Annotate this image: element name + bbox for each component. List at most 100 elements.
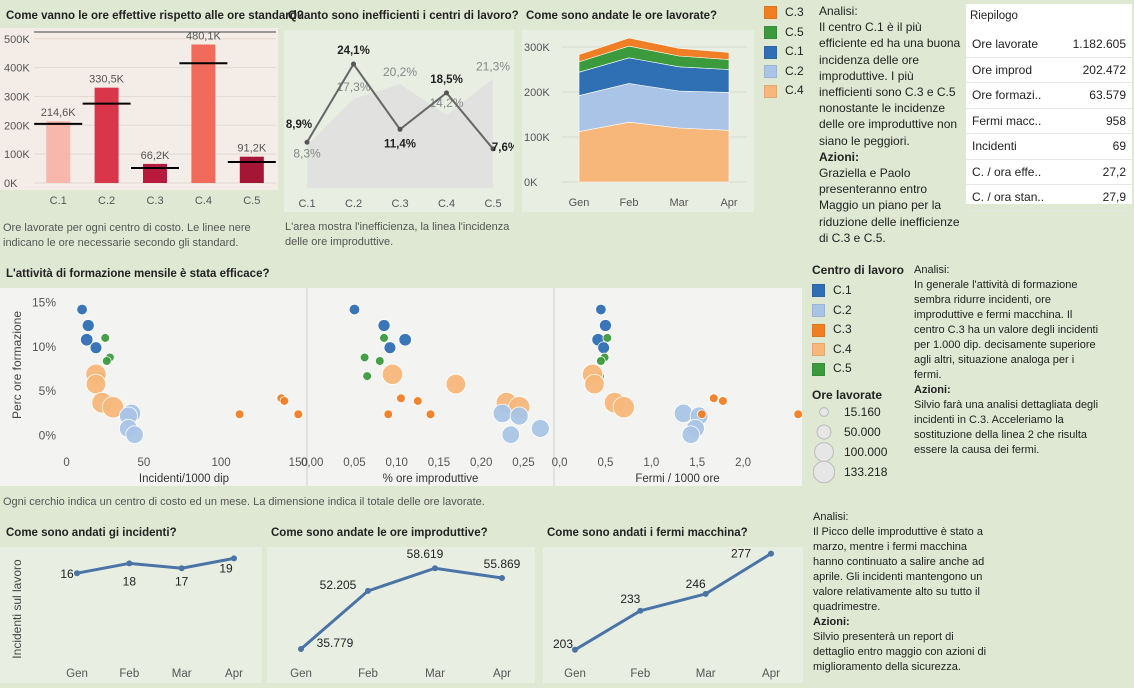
scatter-point-C2 <box>530 419 550 438</box>
scatter-x-tick: 0,05 <box>343 457 365 469</box>
analisi2-head: Analisi: <box>914 264 950 276</box>
riepilogo-label: Fermi macc.. <box>966 108 1060 134</box>
line3-x-tick: Gen <box>564 668 586 680</box>
scatter-point-C2 <box>673 403 694 423</box>
line1-svg[interactable]: 16 18 17 19 Gen Feb Mar Apr Incidenti sul lavoro <box>0 547 262 683</box>
line2-point <box>365 587 371 594</box>
scatter-legend-item[interactable]: C.2 <box>812 302 908 322</box>
riepilogo-value: 69 <box>1059 133 1132 160</box>
legend-swatch <box>764 6 777 20</box>
chart1-bar-label: 214,6K <box>41 107 77 119</box>
scatter-point-C5 <box>101 356 112 366</box>
legend-label: C.2 <box>833 302 852 317</box>
scatter-point-C3 <box>413 396 423 406</box>
chart3-legend-item[interactable]: C.3 <box>764 4 814 24</box>
chart3-legend-item[interactable]: C.5 <box>764 24 814 44</box>
scatter-y-tick: 0% <box>39 429 57 443</box>
scatter-x-tick: 50 <box>137 457 150 469</box>
analisi3-head: Analisi: <box>813 511 849 523</box>
scatter-point-C5 <box>602 333 613 343</box>
chart1-y-tick: 400K <box>4 63 30 75</box>
scatter-point-C3 <box>425 409 436 420</box>
scatter-point-C1 <box>598 319 612 332</box>
chart3-x-tick: Apr <box>720 197 737 209</box>
legend-swatch <box>764 84 777 98</box>
scatter-point-C3 <box>697 409 707 420</box>
scatter-legend-item[interactable]: C.5 <box>812 360 908 380</box>
chart3-legend-item[interactable]: C.2 <box>764 63 814 83</box>
size-legend-label: 50.000 <box>844 425 881 439</box>
chart1-y-tick: 300K <box>4 91 30 103</box>
line2-x-tick: Feb <box>358 668 378 680</box>
line2-svg[interactable]: 35.779 52.205 58.619 55.869 Gen Feb Mar Apr <box>267 547 535 683</box>
scatter-title: L'attività di formazione mensile è stata… <box>6 268 270 280</box>
riepilogo-title: Riepilogo <box>970 10 1018 22</box>
chart1-title: Come vanno le ore effettive rispetto all… <box>6 10 304 22</box>
scatter-point-C5 <box>375 356 385 366</box>
chart3-legend-item[interactable]: C.1 <box>764 43 814 63</box>
chart2-note: L'area mostra l'inefficienza, la linea l… <box>285 221 510 248</box>
analisi3-azioni: Silvio presenterà un report di dettaglio… <box>813 631 987 673</box>
line1-x-tick: Mar <box>172 668 192 680</box>
scatter-point-C3 <box>718 396 728 406</box>
size-legend-circle <box>816 424 832 440</box>
scatter-point-C4 <box>101 396 125 419</box>
line2-label: 35.779 <box>317 636 354 650</box>
line3-point <box>702 590 709 597</box>
riepilogo-row: Ore formazi.. 63.579 <box>966 82 1132 109</box>
legend-label: C.4 <box>833 341 852 356</box>
scatter-x-tick: 0,5 <box>597 457 613 469</box>
analisi1-azioni-head: Azioni: <box>819 149 859 164</box>
line1-line <box>76 556 235 575</box>
line3-svg[interactable]: 203 233 246 277 Gen Feb Mar Apr <box>543 547 803 683</box>
scatter-svg[interactable]: Perc ore formazione 0% 5% 10% 15% 0 50 100 150 In… <box>0 288 803 486</box>
chart2-area-label: 17,3% <box>336 80 370 94</box>
chart1-bar <box>143 163 167 183</box>
line3-label: 203 <box>553 637 573 651</box>
scatter-y-label: Perc ore formazione <box>10 311 24 419</box>
scatter-point-C1 <box>81 319 95 332</box>
line1-x-tick: Gen <box>66 668 88 680</box>
legend-label: C.2 <box>785 63 804 78</box>
line3-line <box>574 552 772 652</box>
chart1-svg[interactable]: 0K 100K 200K 300K 400K 500K 214,6K 330,5K 66,2K 4… <box>0 28 278 190</box>
analisi3: Analisi: Il Picco delle improduttive è s… <box>813 510 998 675</box>
scatter-point-C3 <box>396 393 406 404</box>
legend-swatch <box>764 65 777 79</box>
chart1-bar <box>46 121 71 183</box>
line1-label: 18 <box>123 574 137 588</box>
scatter-legend-item[interactable]: C.3 <box>812 321 908 341</box>
scatter-legend-item[interactable]: C.4 <box>812 341 908 361</box>
chart3-panel: 0K 100K 200K 300K Gen Feb Mar Apr <box>522 30 754 212</box>
size-legend-circle <box>814 442 834 462</box>
analisi2-azioni: Silvio farà una analisi dettagliata degl… <box>914 399 1099 456</box>
line2-label: 55.869 <box>484 557 521 571</box>
chart1-x-tick: C.2 <box>98 195 116 207</box>
riepilogo-label: C. / ora stan.. <box>966 184 1060 211</box>
scatter-point-C4 <box>85 373 107 395</box>
scatter-point-C1 <box>89 341 103 355</box>
chart3-x-tick: Gen <box>569 197 590 209</box>
chart3-y-tick: 300K <box>524 42 550 54</box>
analisi2-azioni-head: Azioni: <box>914 384 951 396</box>
scatter-point-C4 <box>584 373 605 395</box>
riepilogo-row: C. / ora stan.. 27,9 <box>966 184 1132 211</box>
chart3-legend-item[interactable]: C.4 <box>764 82 814 102</box>
chart1-panel: 0K 100K 200K 300K 400K 500K 214,6K 330,5K 66,2K 4… <box>0 28 278 190</box>
chart2-svg[interactable]: 8,3%17,3%20,2%14,2%21,3%8,9%24,1%11,4%18… <box>284 30 518 212</box>
riepilogo-row: C. / ora effe.. 27,2 <box>966 159 1132 185</box>
line3-label: 277 <box>731 547 751 561</box>
chart3-svg[interactable]: 0K 100K 200K 300K Gen Feb Mar Apr <box>522 30 754 212</box>
riepilogo-label: Ore lavorate <box>966 32 1060 58</box>
size-legend-label: 133.218 <box>844 465 888 479</box>
scatter-point-C1 <box>76 303 88 316</box>
scatter-legend-item[interactable]: C.1 <box>812 282 908 302</box>
scatter-point-C2 <box>125 425 144 444</box>
riepilogo-label: Incidenti <box>966 133 1060 160</box>
chart1-y-tick: 100K <box>4 149 30 161</box>
scatter-point-C4 <box>445 373 467 395</box>
chart2-area-label: 21,3% <box>476 59 510 73</box>
line3-panel: 203 233 246 277 Gen Feb Mar Apr <box>543 547 803 683</box>
chart2-x-tick: C.1 <box>298 198 315 210</box>
chart1-y-tick: 0K <box>4 178 18 190</box>
